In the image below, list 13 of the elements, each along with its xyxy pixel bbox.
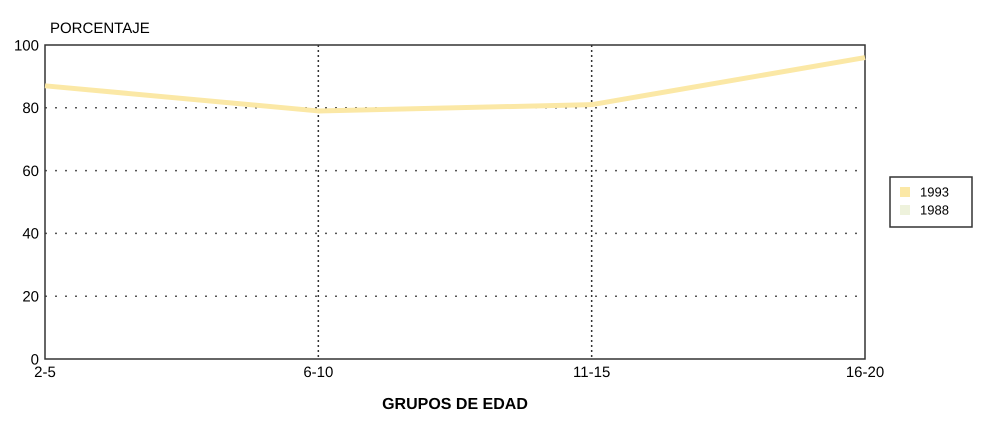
y-tick-label: 80 [22, 100, 39, 118]
legend-label: 1988 [920, 202, 949, 218]
y-tick-label: 20 [22, 288, 39, 306]
y-axis-title: PORCENTAJE [50, 20, 150, 37]
x-tick-label: 11-15 [573, 364, 610, 381]
legend-label: 1993 [920, 184, 949, 200]
x-axis-title: GRUPOS DE EDAD [382, 396, 528, 413]
x-tick-label: 6-10 [303, 364, 334, 381]
x-tick-label: 2-5 [34, 364, 56, 381]
y-tick-label: 100 [14, 37, 39, 54]
y-tick-label: 60 [22, 162, 39, 180]
y-tick-label: 40 [22, 226, 39, 243]
x-tick-label: 16-20 [846, 364, 884, 381]
